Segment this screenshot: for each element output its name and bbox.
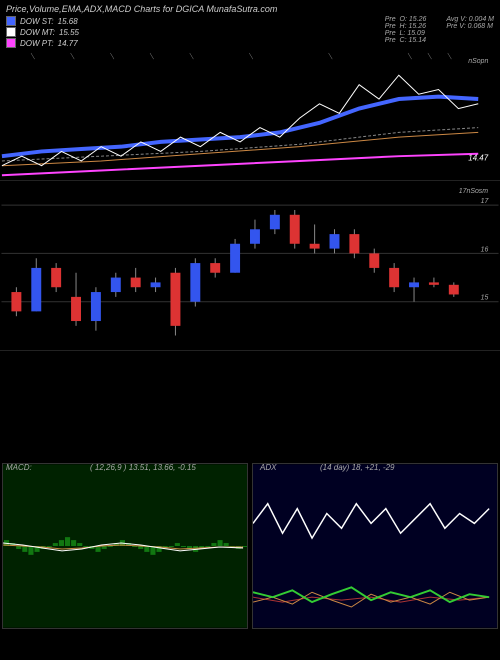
ohlc-stats: Pre O: 15.26 Pre H: 15.26 Pre L: 15.09 P… xyxy=(385,16,494,49)
adx-values: (14 day) 18, +21, -29 xyxy=(320,463,395,472)
ema-line-chart: ｜｜｜｜｜｜｜｜｜｜nSopn14.47 xyxy=(0,51,500,181)
svg-text:14.47: 14.47 xyxy=(468,154,488,163)
chart-title: Price,Volume,EMA,ADX,MACD Charts for DGI… xyxy=(6,4,494,14)
macd-chart xyxy=(2,463,248,629)
legend: DOW ST: 15.68 DOW MT: 15.55 DOW PT: 14.7… xyxy=(6,16,365,49)
spacer xyxy=(0,351,500,461)
svg-text:17nSosm: 17nSosm xyxy=(459,188,489,195)
svg-text:15: 15 xyxy=(481,295,489,302)
macd-label: MACD: xyxy=(6,463,32,472)
macd-values: ( 12,26,9 ) 13.51, 13.66, -0.15 xyxy=(90,463,196,472)
header: Price,Volume,EMA,ADX,MACD Charts for DGI… xyxy=(0,0,500,51)
svg-text:17: 17 xyxy=(481,198,490,205)
svg-text:nSopn: nSopn xyxy=(468,58,488,65)
adx-label: ADX xyxy=(260,463,276,472)
svg-text:16: 16 xyxy=(481,246,489,253)
adx-chart xyxy=(252,463,498,629)
candlestick-chart: 15 16 17 17nSosm xyxy=(0,181,500,351)
